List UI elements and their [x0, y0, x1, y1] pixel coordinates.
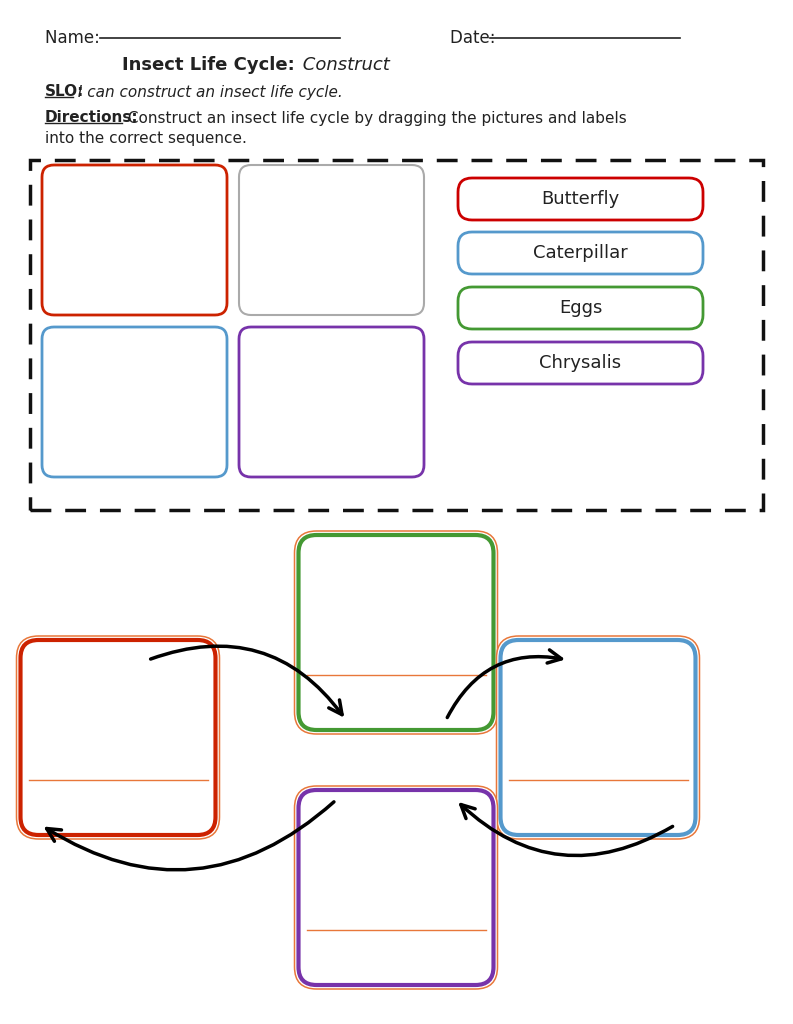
Text: I can construct an insect life cycle.: I can construct an insect life cycle.: [73, 85, 343, 99]
Text: Name:: Name:: [45, 29, 105, 47]
FancyBboxPatch shape: [42, 327, 227, 477]
FancyBboxPatch shape: [496, 636, 699, 839]
FancyBboxPatch shape: [21, 640, 216, 835]
Text: Chrysalis: Chrysalis: [539, 354, 622, 372]
FancyBboxPatch shape: [458, 287, 703, 329]
FancyBboxPatch shape: [298, 535, 493, 730]
Text: Construct an insect life cycle by dragging the pictures and labels: Construct an insect life cycle by draggi…: [123, 111, 626, 126]
FancyBboxPatch shape: [458, 178, 703, 220]
FancyBboxPatch shape: [458, 232, 703, 274]
Text: Butterfly: Butterfly: [542, 190, 619, 208]
FancyBboxPatch shape: [239, 327, 424, 477]
Text: Eggs: Eggs: [559, 299, 602, 317]
Text: Date:: Date:: [450, 29, 500, 47]
Text: Directions:: Directions:: [45, 111, 139, 126]
FancyBboxPatch shape: [298, 790, 493, 985]
FancyBboxPatch shape: [500, 640, 695, 835]
Text: SLO:: SLO:: [45, 85, 84, 99]
Bar: [30, 160, 763, 510]
FancyBboxPatch shape: [458, 342, 703, 384]
Text: Insect Life Cycle:: Insect Life Cycle:: [122, 56, 295, 74]
Text: Construct: Construct: [297, 56, 389, 74]
FancyBboxPatch shape: [239, 165, 424, 315]
FancyBboxPatch shape: [294, 786, 497, 989]
FancyBboxPatch shape: [294, 531, 497, 734]
Text: Caterpillar: Caterpillar: [533, 244, 628, 262]
FancyBboxPatch shape: [17, 636, 220, 839]
Text: into the correct sequence.: into the correct sequence.: [45, 130, 247, 145]
FancyBboxPatch shape: [42, 165, 227, 315]
